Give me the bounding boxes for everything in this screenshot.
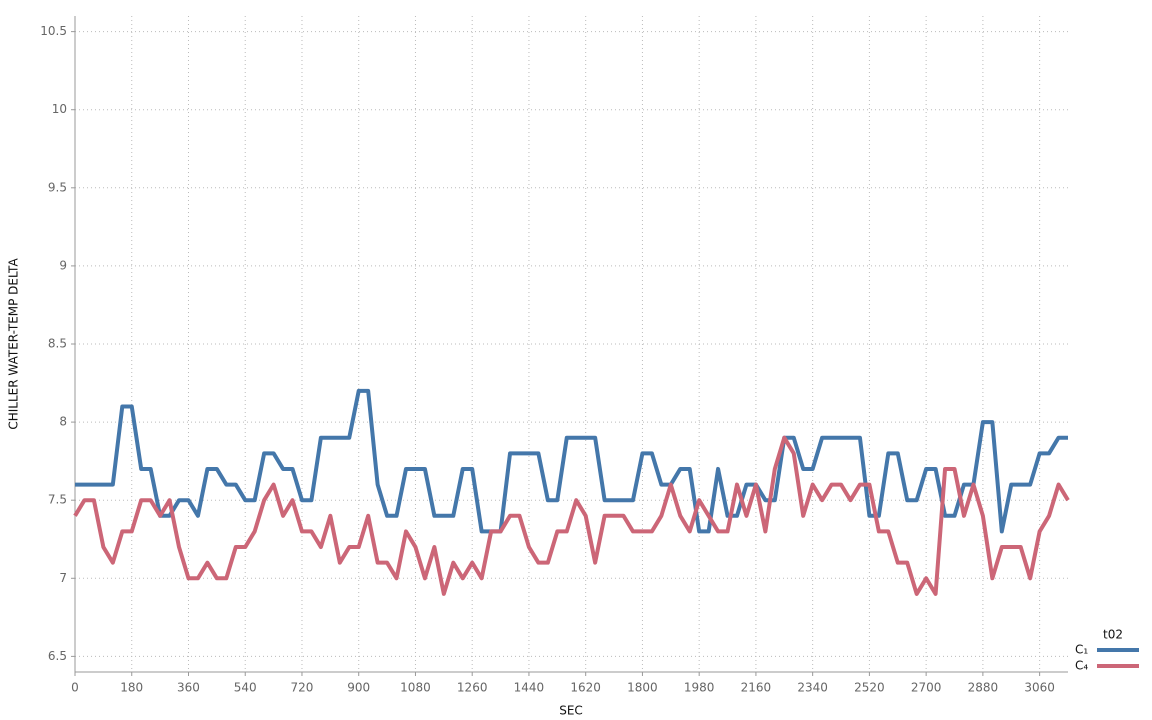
x-tick-label: 3060 [1024,681,1055,695]
x-tick-label: 0 [71,681,79,695]
y-tick-label: 9.5 [48,180,67,194]
x-tick-label: 540 [234,681,257,695]
x-tick-label: 2340 [797,681,828,695]
x-tick-label: 360 [177,681,200,695]
x-tick-label: 1800 [627,681,658,695]
y-tick-label: 9 [59,258,67,272]
series-line [73,435,1070,596]
x-tick-label: 1980 [684,681,715,695]
x-axis-label: SEC [559,704,583,718]
x-tick-label: 900 [347,681,370,695]
x-tick-label: 1080 [400,681,431,695]
x-tick-label: 2880 [968,681,999,695]
legend-title: t02 [1103,628,1123,642]
y-tick-label: 8 [59,415,67,429]
legend-label: C₁ [1075,643,1088,657]
y-tick-label: 10 [52,102,67,116]
y-tick-label: 10.5 [40,24,67,38]
legend-label: C₄ [1075,659,1088,673]
x-tick-label: 1260 [457,681,488,695]
x-tick-label: 2700 [911,681,942,695]
x-tick-label: 1620 [570,681,601,695]
x-tick-label: 2520 [854,681,885,695]
x-tick-label: 720 [291,681,314,695]
x-tick-label: 180 [120,681,143,695]
y-tick-label: 7 [59,571,67,585]
y-axis-label: CHILLER WATER-TEMP DELTA [7,258,21,430]
y-tick-label: 6.5 [48,649,67,663]
x-tick-label: 2160 [741,681,772,695]
series-line [75,388,1068,534]
y-tick-label: 8.5 [48,337,67,351]
y-tick-label: 7.5 [48,493,67,507]
x-tick-label: 1440 [514,681,545,695]
